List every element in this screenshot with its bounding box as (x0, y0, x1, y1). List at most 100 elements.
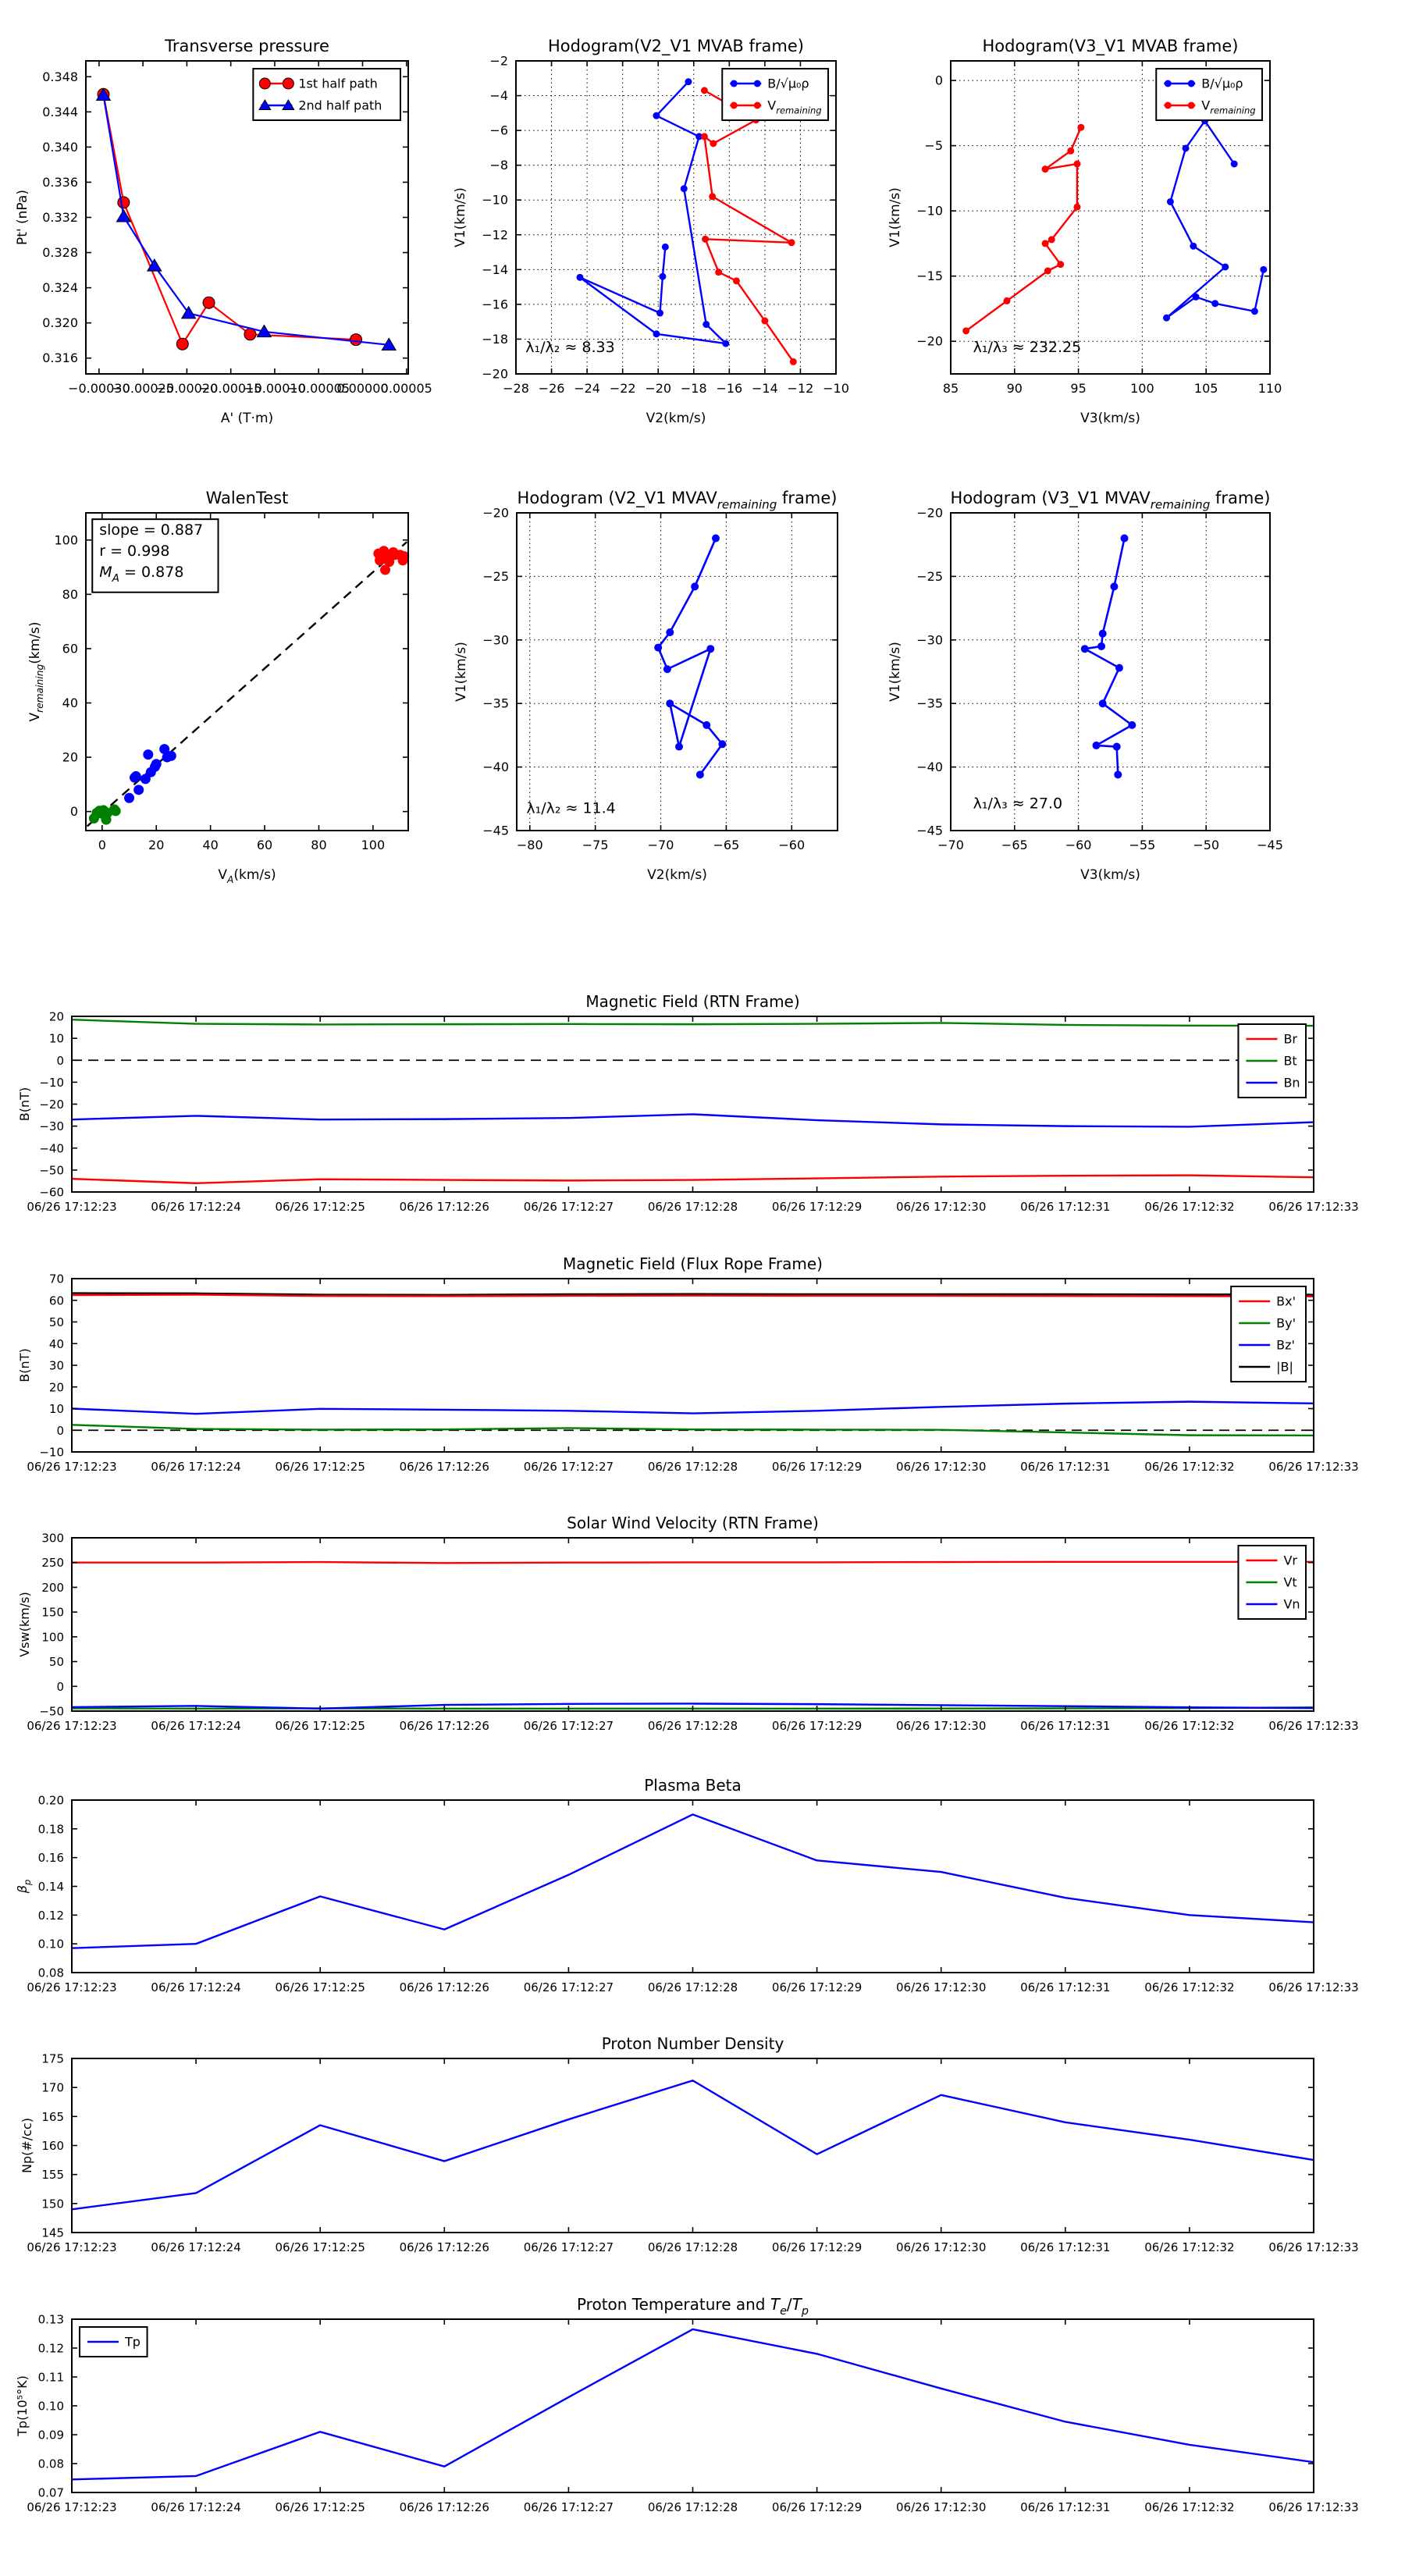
y-tick-label: −20 (916, 506, 943, 521)
y-tick-label: 30 (49, 1359, 64, 1373)
point-marker (117, 196, 130, 209)
chart-title: Plasma Beta (644, 1776, 742, 1795)
y-axis-label: B(nT) (17, 1348, 32, 1382)
x-tick-label: −70 (648, 838, 674, 852)
y-tick-label: 20 (62, 750, 78, 765)
x-axis-label: V3(km/s) (1080, 867, 1140, 883)
x-tick-label: −0.00005 (287, 381, 350, 396)
x-tick-label: 06/26 17:12:26 (400, 1719, 489, 1733)
triangle-marker (180, 305, 197, 319)
x-tick-label: 06/26 17:12:24 (151, 1460, 240, 1474)
x-tick-label: 105 (1194, 381, 1218, 396)
x-tick-label: 06/26 17:12:25 (276, 1719, 365, 1733)
y-tick-label: 0.10 (38, 1937, 64, 1952)
legend-label: Bz' (1276, 1338, 1295, 1353)
y-axis-label: Pt' (nPa) (15, 190, 30, 245)
eigenvalue-annotation: λ₁/λ₃ ≈ 27.0 (973, 795, 1062, 813)
y-tick-label: −25 (916, 569, 943, 584)
point-marker (258, 77, 271, 90)
point-marker (165, 750, 176, 761)
y-tick-label: 165 (41, 2110, 64, 2124)
x-tick-label: 06/26 17:12:25 (276, 2240, 365, 2254)
y-tick-label: −25 (482, 569, 509, 584)
x-tick-label: −18 (681, 381, 707, 396)
axes-frame (950, 512, 1271, 831)
x-tick-label: −0.00025 (112, 381, 174, 396)
y-tick-label: 0.332 (42, 210, 78, 225)
chart-title: Proton Number Density (602, 2034, 784, 2053)
point-marker (130, 770, 141, 781)
legend-label: Vr (1283, 1553, 1297, 1568)
point-marker (654, 643, 663, 652)
x-tick-label: 06/26 17:12:24 (151, 1980, 240, 1994)
y-tick-label: 60 (62, 641, 78, 656)
y-tick-label: 80 (62, 587, 78, 602)
x-tick-label: 0 (98, 838, 106, 852)
chart-title: WalenTest (206, 489, 289, 507)
point-marker (1190, 242, 1197, 250)
y-tick-label: 0.348 (42, 69, 78, 84)
point-marker (1222, 263, 1229, 271)
x-tick-label: 06/26 17:12:27 (524, 2240, 614, 2254)
axes-frame (950, 60, 1271, 375)
chart-title: Hodogram (V2_V1 MVAVremaining frame) (518, 489, 838, 511)
point-marker (1073, 203, 1081, 211)
y-tick-label: 0.328 (42, 245, 78, 260)
hodogram-v2v1-mvav-plot: −80 −75 −70 −65 −60 −45 −40 −35 −30 −25 −20 Hodogra… (454, 489, 838, 883)
triangle-marker (146, 258, 162, 272)
x-tick-label: 06/26 17:12:27 (524, 1460, 614, 1474)
y-tick-label: 200 (41, 1581, 64, 1595)
axes-frame (516, 512, 838, 831)
legend: Br Bt Bn (1237, 1023, 1307, 1098)
point-marker (1166, 197, 1174, 205)
legend-label: By' (1276, 1316, 1296, 1331)
y-axis-label: V1(km/s) (454, 642, 469, 702)
y-tick-label: 0.16 (38, 1851, 64, 1865)
y-tick-label: −8 (489, 158, 508, 173)
x-tick-label: 06/26 17:12:33 (1268, 1200, 1358, 1214)
x-tick-label: 20 (148, 838, 164, 852)
point-marker (753, 101, 761, 109)
x-tick-label: −65 (1001, 838, 1028, 852)
stats-box (91, 518, 219, 593)
y-tick-label: 100 (54, 532, 78, 547)
legend: B/√μ₀ρ Vremaining (1155, 68, 1263, 121)
point-marker (709, 193, 717, 201)
legend-label: Vt (1283, 1575, 1297, 1590)
x-tick-label: −65 (713, 838, 740, 852)
point-marker (1115, 664, 1123, 672)
legend-box (252, 68, 401, 121)
x-tick-label: 06/26 17:12:23 (27, 2500, 116, 2514)
x-tick-label: −14 (752, 381, 778, 396)
y-tick-label: −15 (916, 269, 943, 283)
point-marker (133, 785, 144, 795)
transverse-pressure-plot: −0.00030−0.00025−0.00020−0.00015−0.00010… (15, 37, 432, 426)
point-marker (685, 78, 692, 86)
y-axis-label: Tp(10⁵°K) (15, 2375, 30, 2437)
x-tick-label: 06/26 17:12:32 (1144, 1980, 1234, 1994)
point-marker (1003, 297, 1011, 304)
y-tick-label: −20 (916, 334, 943, 349)
point-marker (159, 744, 170, 755)
series-1st-half-path (102, 94, 357, 345)
point-marker (653, 112, 660, 119)
x-tick-label: 06/26 17:12:31 (1020, 1719, 1110, 1733)
point-marker (282, 77, 294, 90)
y-tick-label: 0.12 (38, 1909, 64, 1923)
point-marker (1067, 147, 1075, 155)
point-marker (761, 317, 769, 325)
x-tick-label: 06/26 17:12:30 (896, 1460, 986, 1474)
point-marker (1230, 160, 1238, 168)
y-tick-label: −45 (916, 824, 943, 838)
x-tick-label: 06/26 17:12:25 (276, 1460, 365, 1474)
point-marker (722, 340, 730, 347)
x-axis-label: VA(km/s) (218, 867, 276, 885)
x-tick-label: 90 (1007, 381, 1023, 396)
point-marker (110, 806, 121, 817)
x-tick-label: −60 (1065, 838, 1092, 852)
x-tick-label: 06/26 17:12:31 (1020, 1980, 1110, 1994)
x-tick-label: 06/26 17:12:23 (27, 2240, 116, 2254)
point-marker (1077, 123, 1085, 131)
y-tick-label: 175 (41, 2052, 64, 2066)
point-marker (730, 101, 738, 109)
